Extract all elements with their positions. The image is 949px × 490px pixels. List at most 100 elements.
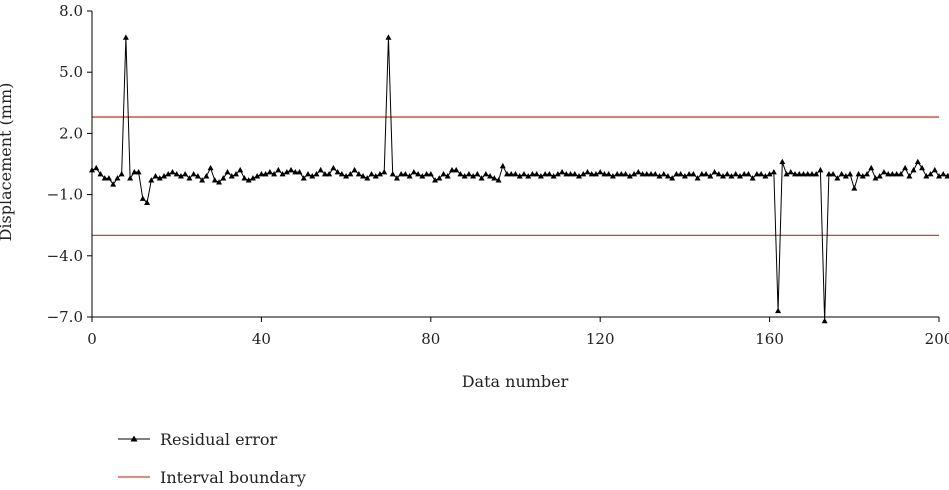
residual-error-point [694,175,701,181]
residual-error-point [321,171,328,177]
residual-error-point [851,185,858,191]
residual-error-point [304,171,311,177]
residual-error-point [131,168,138,175]
residual-error-point [220,175,227,181]
residual-error-point [741,171,748,177]
residual-error-point [825,171,832,177]
residual-error-point [770,168,777,175]
residual-error-point [482,171,489,177]
x-tick-label: 80 [421,330,440,348]
residual-error-point [406,173,413,179]
residual-error-point [338,171,345,177]
residual-error-point [504,171,511,177]
residual-error-point [635,168,642,175]
residual-error-point [834,175,841,181]
residual-error-point [190,171,197,177]
residual-error-point [440,171,447,177]
residual-error-point [736,173,743,179]
residual-error-point [686,171,693,177]
residual-error-point [173,171,180,177]
residual-error-point [690,171,697,177]
residual-error-point [101,175,108,181]
residual-error-point [923,173,930,179]
residual-error-point [465,171,472,177]
residual-error-point [152,173,159,179]
residual-error-point [775,307,782,314]
residual-error-point [766,171,773,177]
residual-error-point [127,175,134,181]
residual-error-point [436,175,443,181]
residual-error-point [876,173,883,179]
residual-error-point [499,162,506,169]
residual-error-point [207,164,214,171]
residual-error-point [673,171,680,177]
legend-interval-boundary-label: Interval boundary [160,468,306,487]
residual-error-point [296,168,303,175]
residual-error-point [859,173,866,179]
residual-error-point [144,199,151,205]
residual-error-point [753,171,760,177]
residual-error-point [241,175,248,181]
residual-error-point [237,166,244,173]
residual-error-point [711,168,718,175]
residual-error-point [385,34,392,40]
residual-error-point [681,173,688,179]
residual-error-point [732,171,739,177]
residual-error-point [245,177,252,183]
residual-error-point [432,177,439,183]
residual-error-point [177,173,184,179]
residual-error-point [914,158,921,165]
residual-error-point [813,171,820,177]
residual-error-point [326,171,333,177]
residual-error-point [745,171,752,177]
x-axis-title: Data number [462,372,569,391]
residual-error-point [423,171,430,177]
residual-error-point [343,173,350,179]
residual-error-point [783,171,790,177]
y-tick-label: −7.0 [47,308,83,326]
residual-error-point [249,175,256,181]
residual-error-point [792,171,799,177]
residual-error-point [300,175,307,181]
residual-error-point [122,34,129,40]
residual-error-point [885,171,892,177]
residual-error-point [453,166,460,173]
residual-error-point [542,171,549,177]
y-axis-title: Displacement (mm) [0,83,15,242]
residual-error-point [254,173,261,179]
residual-error-point [537,173,544,179]
legend-residual-error-label: Residual error [160,430,278,449]
residual-error-point [919,164,926,171]
residual-error-point [216,179,223,185]
residual-error-point [940,171,947,177]
residual-error-point [461,173,468,179]
residual-error-point [724,171,731,177]
residual-error-point [402,171,409,177]
residual-error-point [762,173,769,179]
residual-error-point [199,177,206,183]
residual-error-point [139,195,146,201]
residual-error-point [631,171,638,177]
legend: Residual error Interval boundary [118,430,306,487]
residual-error-point [580,171,587,177]
residual-error-point [360,173,367,179]
residual-error-point [728,173,735,179]
residual-error-point [601,171,608,177]
residual-error-point [351,166,358,173]
residual-error-point [224,168,231,175]
residual-error-point [186,175,193,181]
residual-error-point [165,171,172,177]
y-tick-label: −1.0 [47,186,83,204]
residual-error-point [749,175,756,181]
residual-error-point [309,173,316,179]
residual-error-point [330,164,337,171]
residual-error-point [393,175,400,181]
residual-error-point [703,171,710,177]
residual-error-point [355,171,362,177]
residual-error-point [398,171,405,177]
residual-error-line [91,37,949,322]
residual-error-point [410,168,417,175]
residual-error-point [614,171,621,177]
residual-error-point [148,177,155,183]
residual-error-point [677,171,684,177]
